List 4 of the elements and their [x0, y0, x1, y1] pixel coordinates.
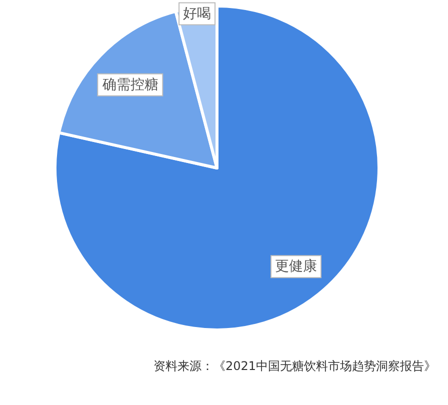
slice-label: 确需控糖	[102, 76, 159, 93]
slice-label: 好喝	[183, 6, 212, 22]
slice-label: 更健康	[275, 258, 318, 275]
text: 资料来源：《2021中国无糖饮料市场趋势洞察报告》	[153, 359, 436, 373]
